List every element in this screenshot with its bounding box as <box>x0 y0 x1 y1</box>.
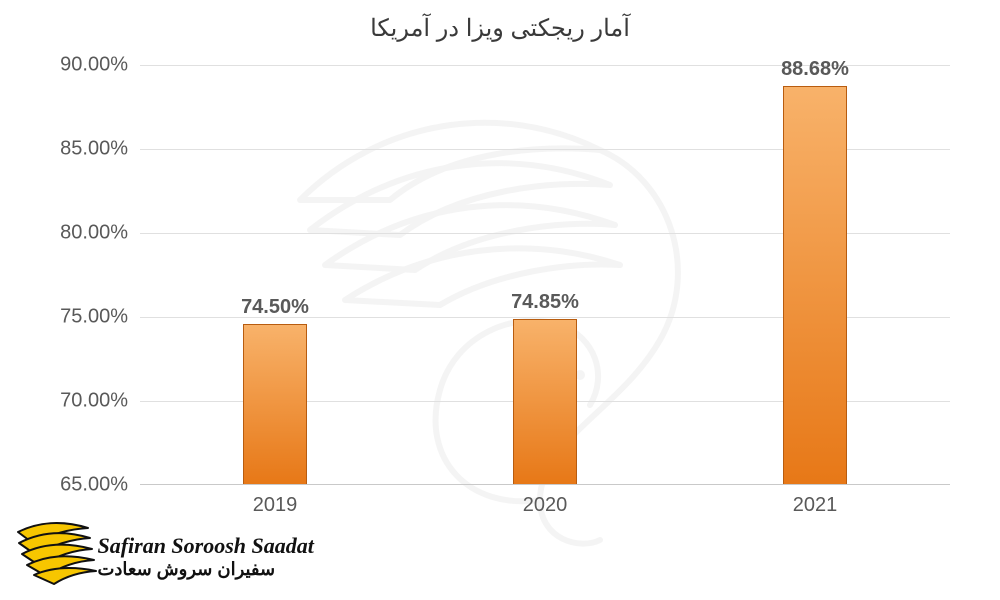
x-axis-label: 2021 <box>793 494 838 517</box>
brand-name-en: Safiran Soroosh Saadat <box>97 533 313 558</box>
y-axis-label: 65.00% <box>60 474 128 497</box>
bar: 88.68% <box>783 86 848 484</box>
bar-value-label: 88.68% <box>781 58 849 81</box>
chart-title: آمار ریجکتی ویزا در آمریکا <box>0 14 1000 43</box>
brand-name-fa: سفیران سروش سعادت <box>97 559 275 579</box>
y-axis-label: 85.00% <box>60 138 128 161</box>
plot-area: 65.00%70.00%75.00%80.00%85.00%90.00%74.5… <box>140 65 950 485</box>
x-axis-label: 2019 <box>253 494 298 517</box>
bar-value-label: 74.50% <box>241 296 309 319</box>
brand-logo: Safiran Soroosh Saadat سفیران سروش سعادت <box>10 520 314 592</box>
bar: 74.50% <box>243 324 308 484</box>
y-axis-label: 75.00% <box>60 306 128 329</box>
y-axis-label: 80.00% <box>60 222 128 245</box>
x-axis-label: 2020 <box>523 494 568 517</box>
bar-value-label: 74.85% <box>511 291 579 314</box>
swan-wing-icon <box>10 520 105 592</box>
y-axis-label: 70.00% <box>60 390 128 413</box>
bar: 74.85% <box>513 319 578 484</box>
y-axis-label: 90.00% <box>60 54 128 77</box>
chart-container: آمار ریجکتی ویزا در آمریکا 65.00%70.00%7… <box>0 0 1000 600</box>
